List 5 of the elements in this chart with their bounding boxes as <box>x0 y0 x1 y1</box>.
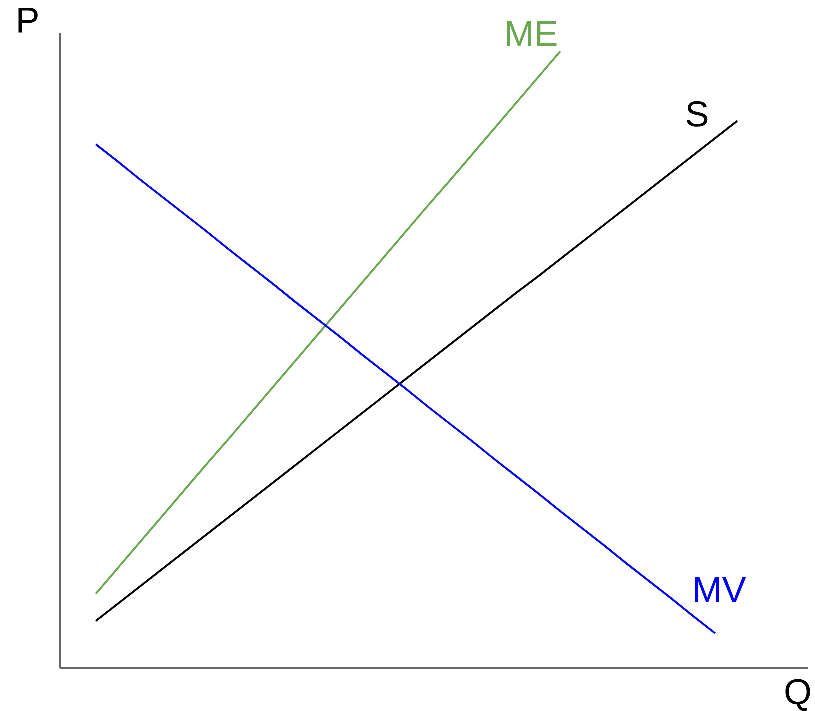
y-axis-title: P <box>18 8 38 33</box>
x-axis-title: Q <box>786 679 810 711</box>
series-label: MV <box>695 578 746 602</box>
series-label: ME <box>507 22 557 46</box>
series-label: S <box>686 101 708 127</box>
